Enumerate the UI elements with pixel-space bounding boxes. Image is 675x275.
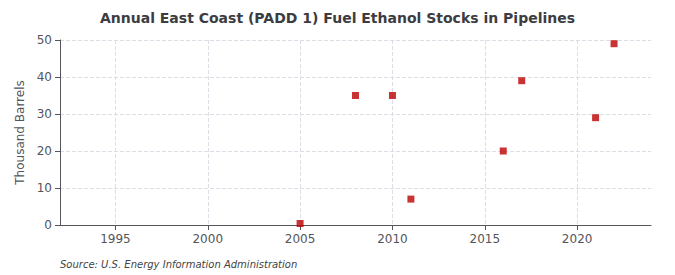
svg-text:2010: 2010 (377, 232, 408, 246)
svg-text:2015: 2015 (470, 232, 501, 246)
svg-text:30: 30 (37, 107, 52, 121)
svg-text:Thousand Barrels: Thousand Barrels (13, 80, 27, 185)
svg-text:2000: 2000 (192, 232, 223, 246)
svg-text:2005: 2005 (285, 232, 316, 246)
svg-text:20: 20 (37, 144, 52, 158)
svg-text:10: 10 (37, 181, 52, 195)
svg-text:Annual East Coast (PADD 1) Fue: Annual East Coast (PADD 1) Fuel Ethanol … (100, 10, 575, 26)
svg-text:0: 0 (44, 218, 52, 232)
svg-text:50: 50 (37, 33, 52, 47)
svg-text:2020: 2020 (562, 232, 593, 246)
svg-text:1995: 1995 (100, 232, 131, 246)
svg-text:Source: U.S. Energy Informatio: Source: U.S. Energy Information Administ… (60, 259, 297, 270)
svg-text:40: 40 (37, 70, 52, 84)
